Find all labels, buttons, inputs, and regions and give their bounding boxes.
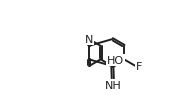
Text: NH: NH	[104, 80, 121, 90]
Text: F: F	[136, 61, 142, 71]
Text: HO: HO	[107, 55, 124, 65]
Text: N: N	[85, 35, 93, 45]
